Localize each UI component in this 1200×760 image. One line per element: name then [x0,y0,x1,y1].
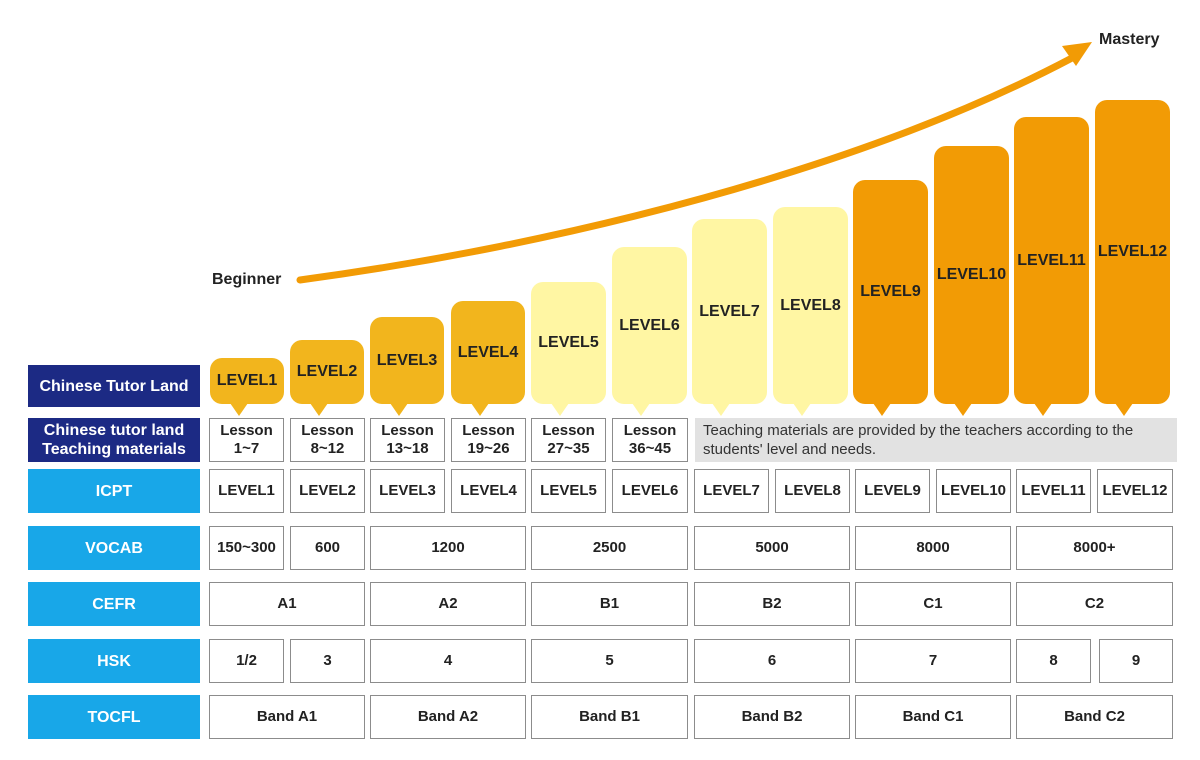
level-bubble-6: LEVEL6 [612,247,687,416]
level-label: LEVEL8 [780,296,841,314]
lesson-word: Lesson [381,422,434,439]
level-label: LEVEL12 [1097,243,1168,260]
cefr-cell: A1 [209,582,365,626]
lesson-word: Lesson [220,422,273,439]
lesson-range: 19~26 [467,440,510,457]
level-bubble-2: LEVEL2 [290,340,364,416]
hsk-cell: 8 [1016,639,1091,683]
tocfl-cell: Band A2 [370,695,526,739]
lesson-word: Lesson [542,422,595,439]
tocfl-cell: Band B1 [531,695,688,739]
level-label: LEVEL6 [619,316,680,334]
hsk-cell: 3 [290,639,365,683]
tocfl-cell: Band C2 [1016,695,1173,739]
lesson-cell: Lesson 1~7 [209,418,284,462]
lesson-word: Lesson [623,422,677,439]
tocfl-cell: Band C1 [855,695,1011,739]
level-label: LEVEL10 [936,266,1007,283]
level-bubble-11: LEVEL11 [1014,117,1089,416]
tocfl-cell: Band B2 [694,695,850,739]
lesson-range: 1~7 [233,440,260,457]
icpt-cell: LEVEL6 [612,469,688,513]
level-label: LEVEL11 [1017,251,1086,269]
icpt-cell: LEVEL3 [370,469,445,513]
teaching-note: Teaching materials are provided by the t… [695,418,1177,462]
hsk-cell: 6 [694,639,850,683]
cefr-cell: B1 [531,582,688,626]
row-header-teaching-materials: Chinese tutor land Teaching materials [28,418,200,462]
row-header-line: Chinese tutor land [43,422,185,439]
level-bubble-3: LEVEL3 [370,317,444,416]
lesson-range: 36~45 [628,440,672,457]
icpt-cell: LEVEL8 [775,469,850,513]
icpt-cell: LEVEL7 [694,469,769,513]
icpt-cell: LEVEL5 [531,469,606,513]
vocab-cell: 150~300 [209,526,284,570]
row-header-vocab: VOCAB [28,526,200,570]
icpt-cell: LEVEL11 [1016,469,1091,513]
level-label: LEVEL3 [376,351,438,369]
lesson-range: 8~12 [310,440,345,457]
level-bubble-8: LEVEL8 [773,207,848,416]
level-label: LEVEL2 [296,363,358,380]
level-bubble-9: LEVEL9 [853,180,928,416]
vocab-cell: 600 [290,526,365,570]
lesson-word: Lesson [301,422,354,439]
icpt-cell: LEVEL1 [209,469,284,513]
icpt-cell: LEVEL9 [855,469,930,513]
level-bubble-1: LEVEL1 [210,358,284,416]
row-header-tocfl: TOCFL [28,695,200,739]
icpt-cell: LEVEL12 [1097,469,1173,513]
icpt-cell: LEVEL2 [290,469,365,513]
lesson-cell: Lesson 27~35 [531,418,606,462]
lesson-cell: Lesson 8~12 [290,418,365,462]
row-header-chinese-tutor-land: Chinese Tutor Land [28,365,200,407]
lesson-range: 13~18 [386,440,429,457]
mastery-label: Mastery [1099,31,1160,48]
hsk-cell: 9 [1099,639,1173,683]
beginner-label: Beginner [212,271,282,288]
hsk-cell: 5 [531,639,688,683]
level-bubble-5: LEVEL5 [531,282,606,416]
level-bubble-10: LEVEL10 [934,146,1009,416]
lesson-cell: Lesson 19~26 [451,418,526,462]
level-label: LEVEL5 [538,334,599,351]
icpt-cell: LEVEL4 [451,469,526,513]
lesson-cell: Lesson 13~18 [370,418,445,462]
row-header-icpt: ICPT [28,469,200,513]
row-header-cefr: CEFR [28,582,200,626]
lesson-cell: Lesson 36~45 [612,418,688,462]
vocab-cell: 8000+ [1016,526,1173,570]
vocab-cell: 1200 [370,526,526,570]
level-bubble-7: LEVEL7 [692,219,767,416]
lesson-range: 27~35 [547,440,590,457]
row-header-hsk: HSK [28,639,200,683]
cefr-cell: C1 [855,582,1011,626]
level-label: LEVEL4 [457,343,519,361]
hsk-cell: 1/2 [209,639,284,683]
vocab-cell: 5000 [694,526,850,570]
cefr-cell: B2 [694,582,850,626]
level-bubble-12: LEVEL12 [1095,100,1170,416]
hsk-cell: 4 [370,639,526,683]
cefr-cell: C2 [1016,582,1173,626]
vocab-cell: 8000 [855,526,1011,570]
lesson-word: Lesson [462,422,515,439]
level-label: LEVEL7 [699,302,760,320]
tocfl-cell: Band A1 [209,695,365,739]
cefr-cell: A2 [370,582,526,626]
level-bubble-4: LEVEL4 [451,301,525,416]
vocab-cell: 2500 [531,526,688,570]
level-label: LEVEL9 [860,283,921,300]
icpt-cell: LEVEL10 [936,469,1011,513]
hsk-cell: 7 [855,639,1011,683]
level-label: LEVEL1 [216,372,278,389]
row-header-line: Teaching materials [42,441,186,458]
